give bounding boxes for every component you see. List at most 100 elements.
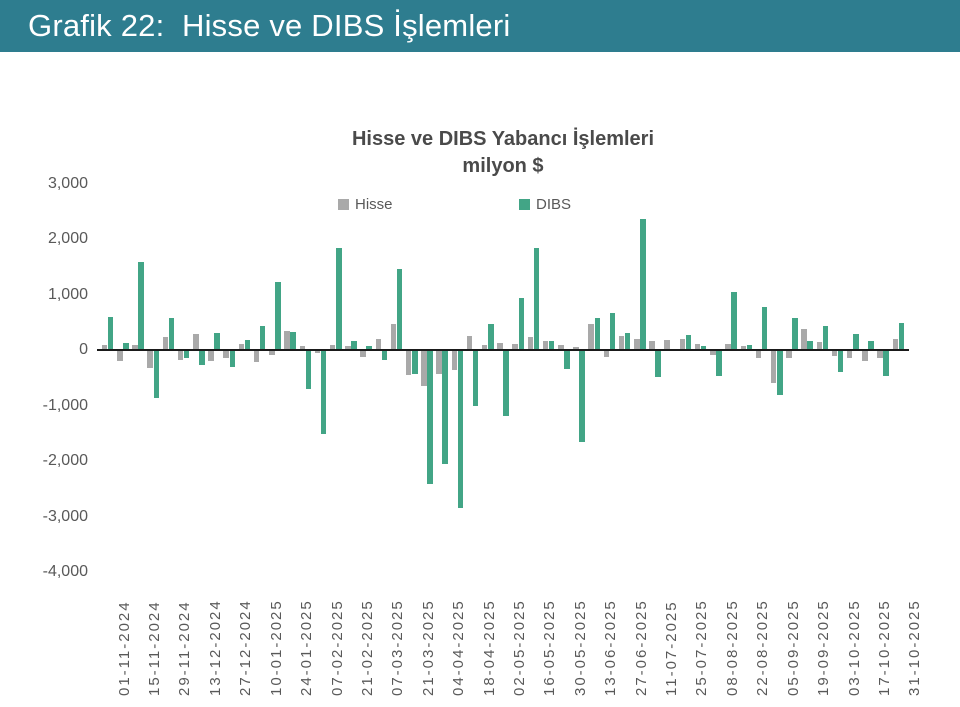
bar-dibs-23-05-2025 <box>548 341 555 351</box>
bar-hisse-15-08-2025 <box>725 344 731 351</box>
bar-dibs-07-03-2025 <box>381 351 388 361</box>
bar-dibs-22-08-2025 <box>746 344 753 351</box>
bar-hisse-29-11-2024 <box>162 336 169 351</box>
bar-dibs-24-01-2025 <box>290 331 296 351</box>
dibs-legend-swatch-icon <box>519 198 530 210</box>
y-axis-tick-label: -1,000 <box>42 396 88 414</box>
bar-dibs-06-12-2024 <box>183 351 190 359</box>
bar-dibs-31-01-2025 <box>305 351 312 389</box>
bar-dibs-27-12-2024 <box>229 351 236 367</box>
bar-dibs-15-11-2024 <box>138 261 144 351</box>
bar-hisse-04-04-2025 <box>436 351 442 374</box>
bar-dibs-08-11-2024 <box>123 343 129 351</box>
bar-dibs-07-02-2025 <box>320 351 327 435</box>
bar-dibs-01-08-2025 <box>700 346 707 351</box>
bar-hisse-31-10-2025 <box>892 338 899 351</box>
x-axis-tick-label: 25-07-2025 <box>693 599 711 696</box>
legend-label-hisse: Hisse <box>355 195 393 213</box>
x-axis-tick-label: 05-09-2025 <box>784 599 802 696</box>
bar-dibs-08-08-2025 <box>716 351 722 376</box>
bar-dibs-19-09-2025 <box>807 340 813 351</box>
bar-hisse-07-02-2025 <box>314 351 321 354</box>
x-axis-tick-label: 24-01-2025 <box>298 599 316 696</box>
page-title: Grafik 22: Hisse ve DIBS İşlemleri <box>28 8 511 43</box>
bar-hisse-11-04-2025 <box>451 351 458 370</box>
bar-dibs-14-02-2025 <box>336 247 342 351</box>
bar-dibs-16-05-2025 <box>533 247 540 351</box>
x-axis-tick-label: 11-07-2025 <box>663 600 681 696</box>
chart-subtitle: milyon $ <box>462 155 544 177</box>
bar-hisse-22-08-2025 <box>740 345 747 351</box>
bar-hisse-20-12-2024 <box>208 351 214 362</box>
bar-hisse-27-06-2025 <box>618 336 625 351</box>
x-axis-line <box>97 349 909 351</box>
bar-hisse-06-12-2024 <box>177 351 184 361</box>
bar-dibs-10-01-2025 <box>259 326 266 351</box>
bar-hisse-28-02-2025 <box>360 351 366 357</box>
bar-hisse-18-07-2025 <box>664 340 670 351</box>
x-axis-tick-label: 31-10-2025 <box>906 599 924 696</box>
y-axis-tick-label: 1,000 <box>47 285 88 303</box>
bar-dibs-06-06-2025 <box>579 351 585 443</box>
bar-hisse-15-11-2024 <box>132 344 138 351</box>
bar-hisse-21-03-2025 <box>405 351 412 376</box>
bar-dibs-03-10-2025 <box>837 351 844 373</box>
bar-hisse-14-02-2025 <box>329 344 336 351</box>
bar-hisse-30-05-2025 <box>558 345 564 351</box>
y-axis-tick-label: 3,000 <box>47 175 88 192</box>
bar-dibs-05-09-2025 <box>777 351 783 396</box>
bar-hisse-04-07-2025 <box>634 338 640 351</box>
bar-hisse-23-05-2025 <box>542 341 549 351</box>
x-axis-tick-label: 21-02-2025 <box>358 599 376 696</box>
bar-hisse-25-07-2025 <box>679 339 686 351</box>
bar-dibs-20-12-2024 <box>214 332 220 351</box>
bar-dibs-17-10-2025 <box>868 340 874 351</box>
bar-hisse-10-01-2025 <box>253 351 260 362</box>
bar-dibs-28-03-2025 <box>427 351 433 485</box>
bar-dibs-04-04-2025 <box>442 351 448 465</box>
bar-dibs-12-09-2025 <box>792 317 798 351</box>
bar-dibs-22-11-2024 <box>153 351 160 398</box>
bar-dibs-09-05-2025 <box>518 298 524 351</box>
x-axis-tick-label: 22-08-2025 <box>754 599 772 696</box>
bar-dibs-29-08-2025 <box>761 307 768 351</box>
bar-dibs-18-04-2025 <box>472 351 479 406</box>
x-axis-tick-label: 21-03-2025 <box>419 599 437 696</box>
x-axis-tick-label: 10-01-2025 <box>267 599 285 696</box>
y-axis-tick-label: -3,000 <box>42 507 88 525</box>
legend-item-dibs: DIBS <box>519 196 571 213</box>
bar-hisse-08-08-2025 <box>710 351 716 355</box>
bar-hisse-08-11-2024 <box>117 351 123 361</box>
bar-dibs-27-06-2025 <box>624 332 631 351</box>
bar-hisse-27-12-2024 <box>223 351 229 359</box>
bar-hisse-01-08-2025 <box>694 343 701 351</box>
bar-dibs-30-05-2025 <box>564 351 570 370</box>
bar-hisse-26-09-2025 <box>816 341 823 351</box>
bar-hisse-01-11-2024 <box>101 345 108 351</box>
bar-hisse-10-10-2025 <box>846 351 853 359</box>
bar-dibs-25-04-2025 <box>488 323 494 351</box>
bar-hisse-18-04-2025 <box>466 336 473 351</box>
bar-hisse-17-10-2025 <box>862 351 868 362</box>
x-axis-tick-label: 07-03-2025 <box>389 599 407 696</box>
bar-hisse-19-09-2025 <box>801 329 807 351</box>
x-axis-tick-label: 07-02-2025 <box>328 599 346 696</box>
x-axis-tick-label: 08-08-2025 <box>723 599 741 696</box>
y-axis-tick-label: 0 <box>79 341 88 359</box>
bar-hisse-24-10-2025 <box>877 351 883 359</box>
bar-hisse-03-01-2025 <box>238 344 245 351</box>
bar-dibs-01-11-2024 <box>107 317 114 351</box>
x-axis-tick-label: 04-04-2025 <box>450 599 468 696</box>
bar-dibs-26-09-2025 <box>822 325 829 351</box>
bar-hisse-17-01-2025 <box>269 351 275 355</box>
bar-hisse-28-03-2025 <box>421 351 427 386</box>
bar-hisse-29-08-2025 <box>755 351 762 359</box>
x-axis-tick-label: 19-09-2025 <box>815 599 833 696</box>
bar-dibs-25-07-2025 <box>685 334 692 351</box>
chart-title: Hisse ve DIBS Yabancı İşlemleri <box>351 128 655 150</box>
bar-dibs-11-07-2025 <box>655 351 661 378</box>
bar-hisse-09-05-2025 <box>512 344 518 351</box>
x-axis-tick-label: 27-06-2025 <box>632 599 650 696</box>
bar-dibs-31-10-2025 <box>898 322 905 351</box>
